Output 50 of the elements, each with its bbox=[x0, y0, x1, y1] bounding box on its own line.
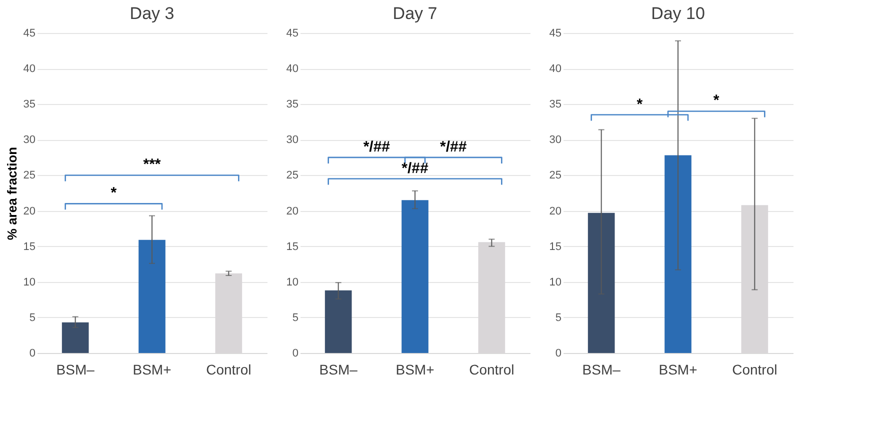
x-tick-label: Control bbox=[732, 362, 778, 378]
y-tick-label: 35 bbox=[549, 98, 562, 111]
y-tick-label: 15 bbox=[286, 240, 298, 253]
y-tick-label: 45 bbox=[286, 28, 298, 40]
annotation: * bbox=[713, 92, 720, 110]
y-tick-label: 25 bbox=[286, 170, 298, 182]
y-tick-label: 45 bbox=[549, 28, 562, 40]
x-tick-label: BSM– bbox=[319, 362, 358, 378]
chart-title: Day 3 bbox=[130, 4, 174, 23]
y-tick-label: 15 bbox=[549, 240, 562, 253]
y-tick-label: 30 bbox=[286, 134, 298, 146]
x-tick-label: BSM+ bbox=[132, 362, 172, 378]
y-tick-label: 45 bbox=[23, 28, 36, 40]
y-tick-label: 10 bbox=[286, 276, 298, 288]
x-tick-label: Control bbox=[469, 362, 514, 378]
y-tick-label: 40 bbox=[286, 63, 298, 76]
y-axis-title: % area fraction bbox=[4, 146, 20, 240]
annotation: * bbox=[636, 96, 643, 113]
y-tick-label: 40 bbox=[549, 63, 562, 76]
y-tick-label: 20 bbox=[286, 205, 298, 218]
y-tick-label: 35 bbox=[286, 98, 298, 111]
y-tick-label: 15 bbox=[23, 240, 36, 253]
annotation: */## bbox=[363, 138, 391, 156]
y-tick-label: 25 bbox=[549, 170, 562, 182]
y-tick-label: 20 bbox=[23, 205, 36, 218]
x-tick-label: BSM– bbox=[56, 362, 95, 378]
y-tick-label: 20 bbox=[549, 205, 562, 218]
y-tick-label: 5 bbox=[292, 312, 298, 324]
y-tick-label: 5 bbox=[555, 312, 562, 324]
y-tick-label: 25 bbox=[23, 170, 36, 182]
x-tick-label: BSM+ bbox=[658, 362, 698, 378]
y-tick-label: 30 bbox=[549, 134, 562, 146]
y-tick-label: 0 bbox=[292, 348, 298, 360]
x-tick-label: BSM– bbox=[582, 362, 621, 378]
y-tick-label: 0 bbox=[555, 348, 562, 360]
y-tick-label: 30 bbox=[23, 134, 36, 146]
y-tick-label: 10 bbox=[23, 276, 36, 288]
annotation: */## bbox=[402, 160, 429, 177]
chart-title: Day 7 bbox=[392, 4, 438, 23]
y-tick-label: 35 bbox=[23, 98, 36, 111]
y-tick-label: 0 bbox=[29, 348, 36, 360]
chart-title: Day 10 bbox=[651, 4, 705, 23]
y-tick-label: 10 bbox=[549, 276, 562, 288]
annotation: * bbox=[110, 184, 117, 202]
annotation: *** bbox=[143, 156, 161, 174]
annotation: */## bbox=[440, 138, 468, 156]
y-tick-label: 40 bbox=[23, 63, 36, 76]
x-tick-label: BSM+ bbox=[396, 362, 434, 378]
y-tick-label: 5 bbox=[29, 312, 36, 324]
x-tick-label: Control bbox=[206, 362, 252, 378]
